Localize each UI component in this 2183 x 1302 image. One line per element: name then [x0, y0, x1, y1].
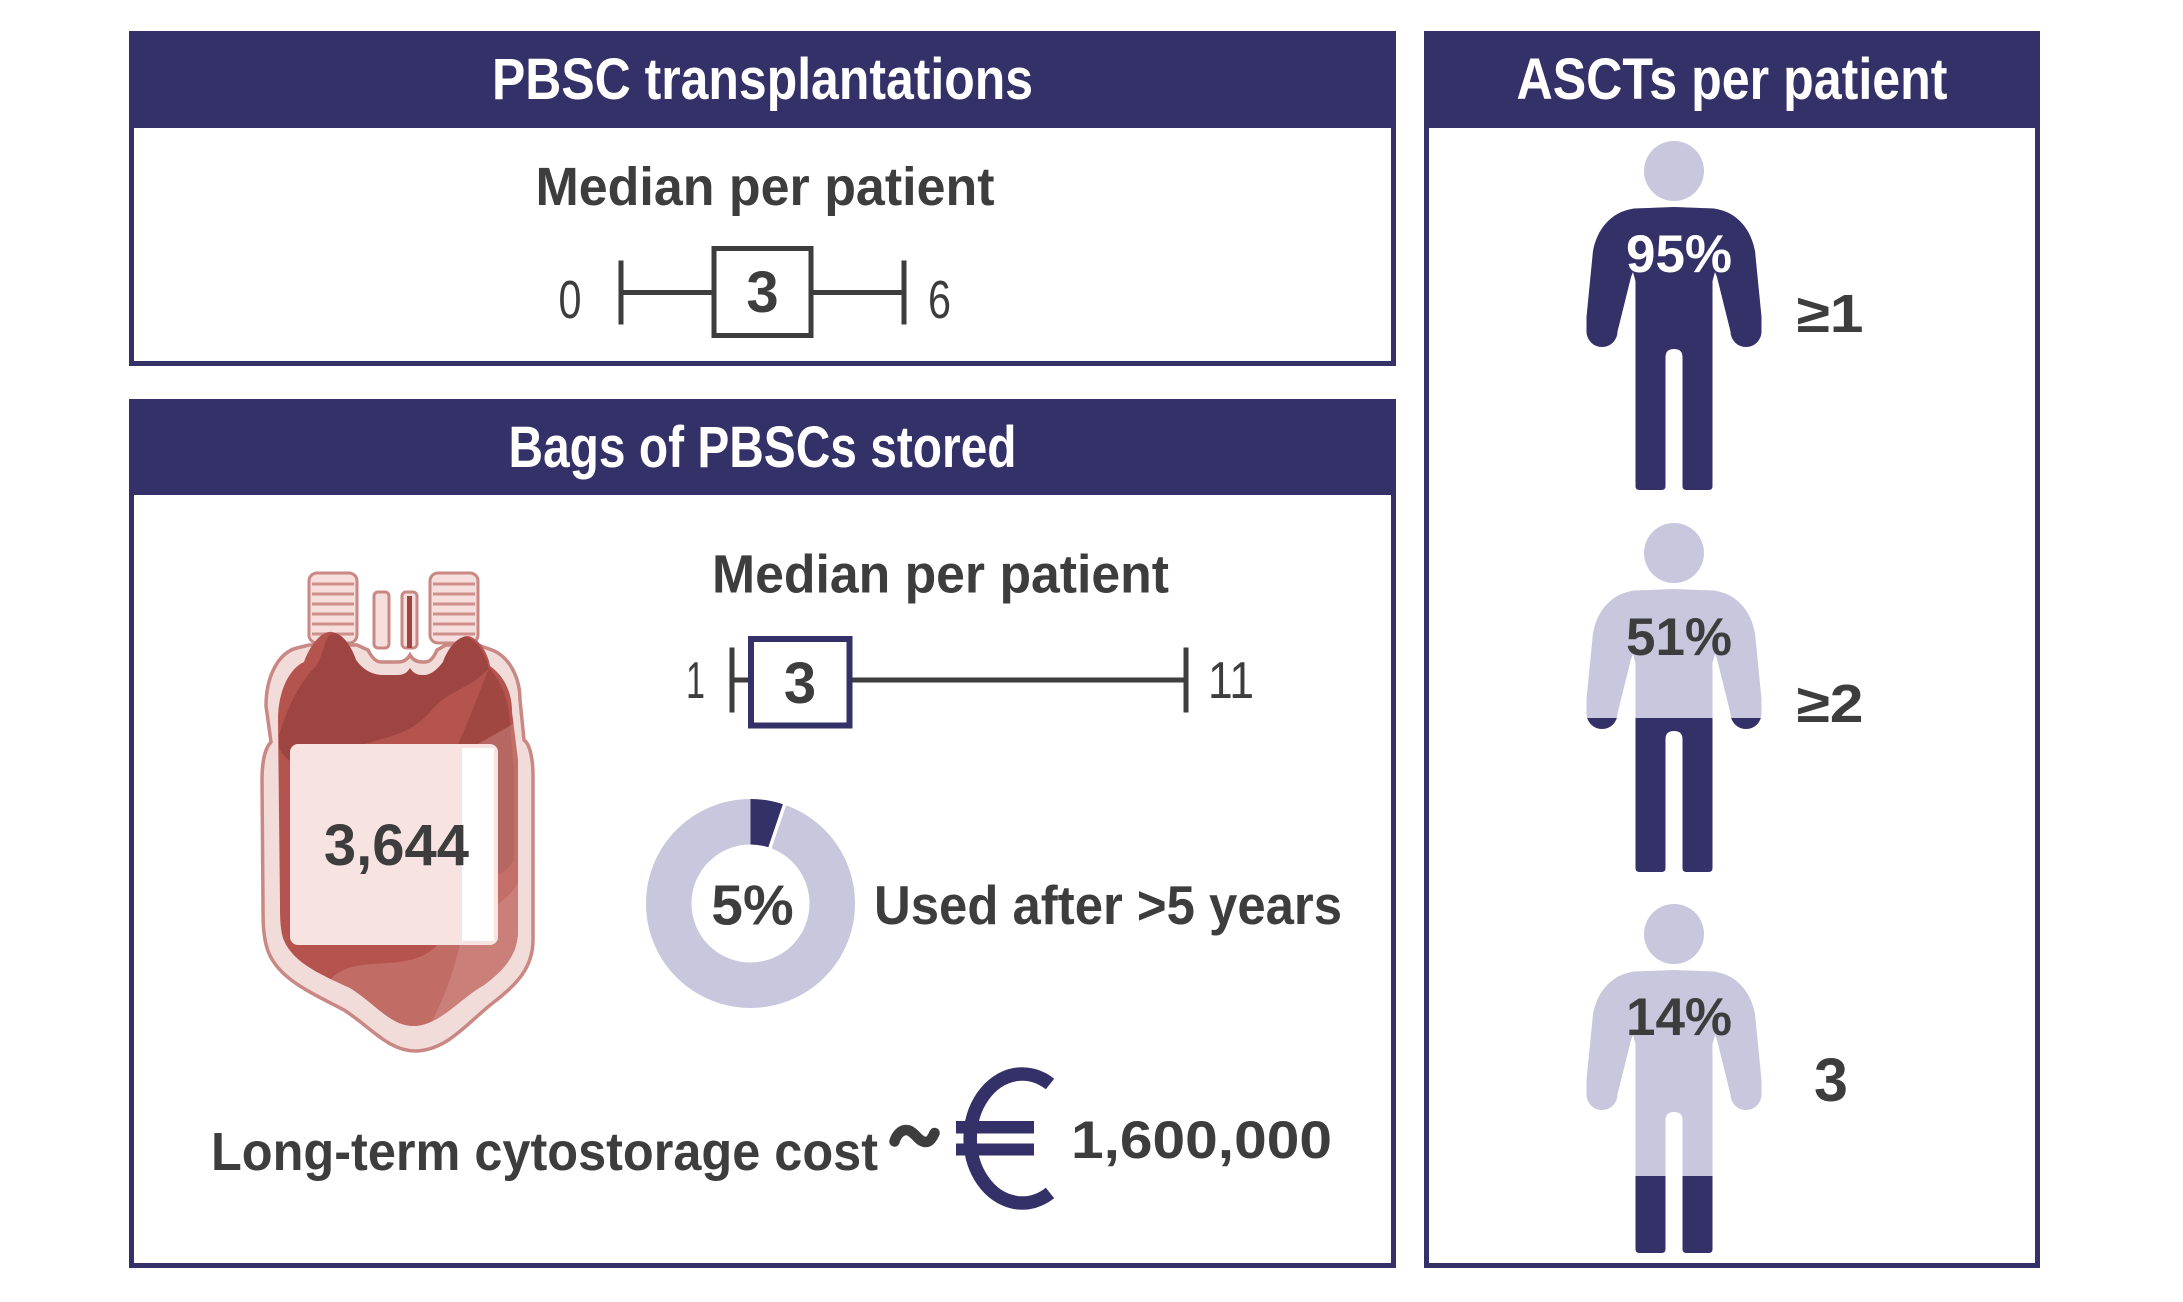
svg-text:5%: 5% [711, 874, 793, 938]
svg-text:≥1: ≥1 [1797, 284, 1864, 344]
svg-text:≥2: ≥2 [1797, 674, 1864, 734]
svg-text:Median per patient: Median per patient [712, 545, 1169, 605]
svg-text:0: 0 [559, 270, 582, 330]
svg-text:Bags of PBSCs stored: Bags of PBSCs stored [509, 415, 1017, 480]
svg-text:3: 3 [784, 651, 816, 716]
svg-text:Median per patient: Median per patient [536, 157, 995, 217]
svg-text:1: 1 [686, 652, 705, 710]
svg-text:14%: 14% [1626, 988, 1732, 1047]
svg-text:6: 6 [928, 270, 951, 330]
svg-text:51%: 51% [1626, 608, 1732, 667]
svg-text:ASCTs per patient: ASCTs per patient [1517, 47, 1948, 112]
svg-text:PBSC transplantations: PBSC transplantations [492, 47, 1033, 112]
svg-text:Long-term cytostorage cost: Long-term cytostorage cost [211, 1122, 878, 1182]
svg-text:Used after >5 years: Used after >5 years [874, 874, 1342, 936]
svg-text:3,644: 3,644 [324, 813, 469, 878]
svg-text:95%: 95% [1626, 225, 1732, 284]
svg-text:11: 11 [1208, 652, 1254, 710]
svg-text:3: 3 [746, 260, 778, 325]
svg-text:3: 3 [1814, 1046, 1848, 1114]
svg-text:1,600,000: 1,600,000 [1071, 1111, 1332, 1170]
